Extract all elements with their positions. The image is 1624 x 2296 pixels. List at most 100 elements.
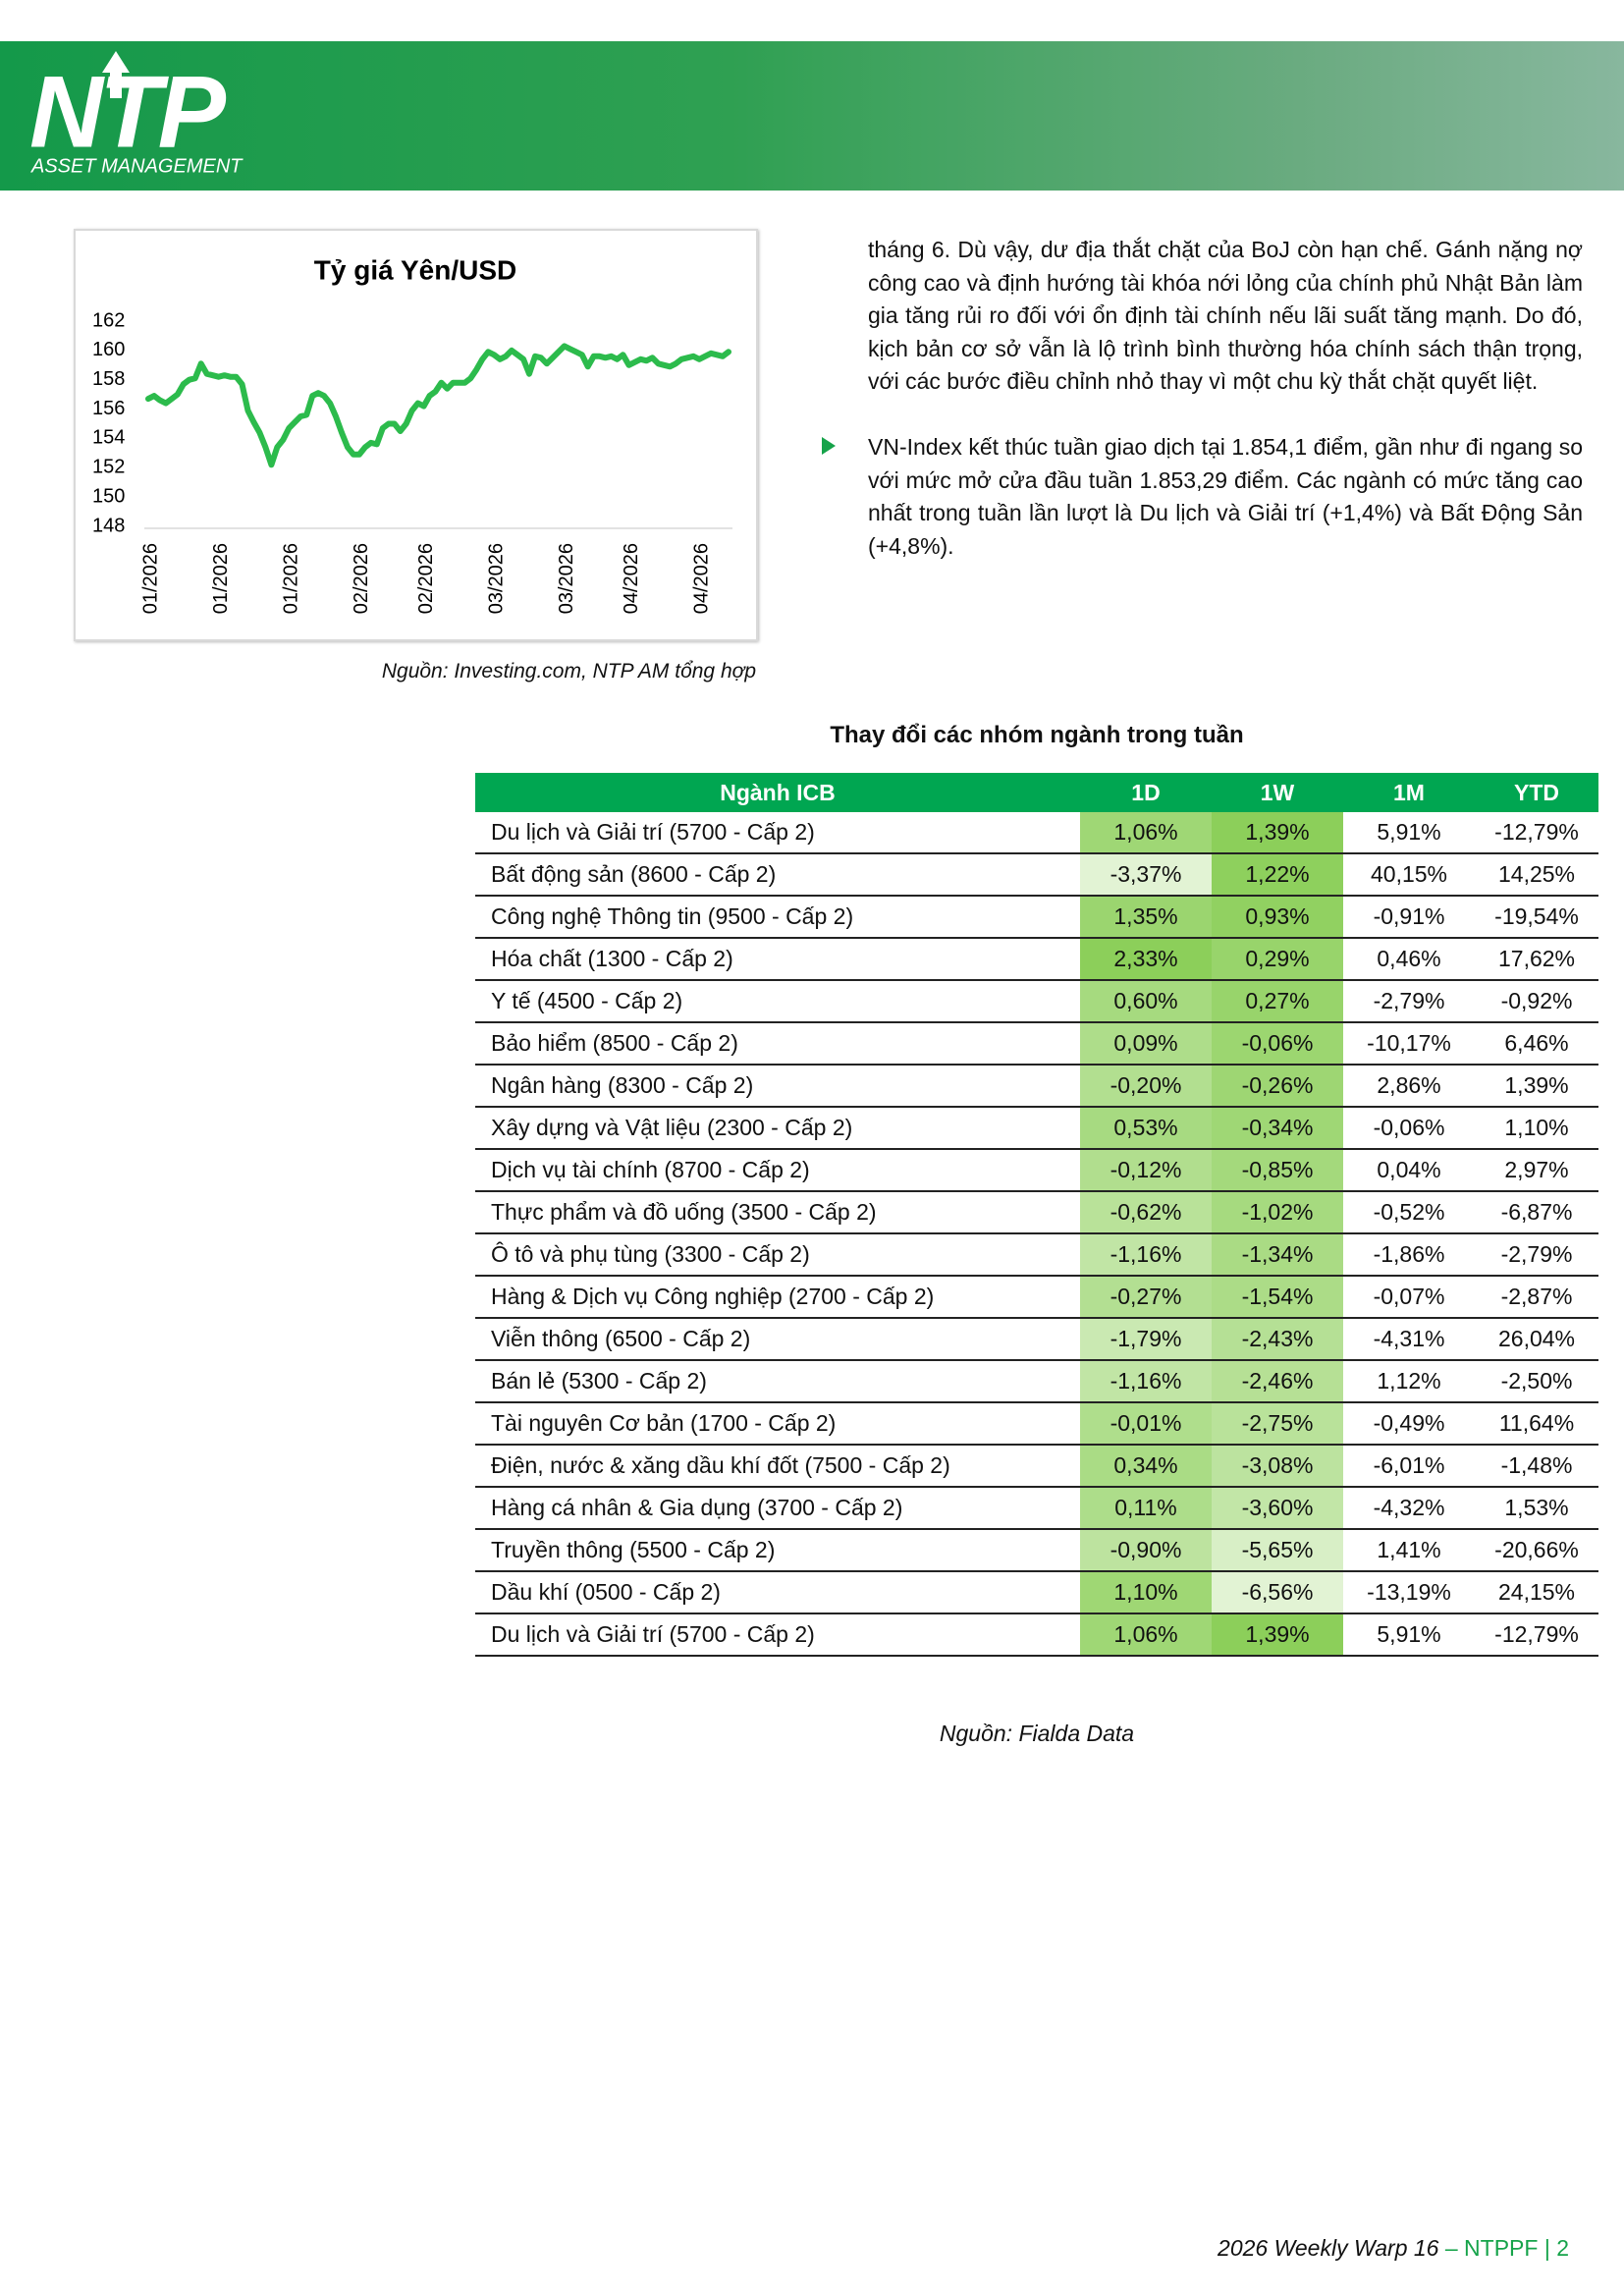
cell-value: -0,12% — [1080, 1149, 1212, 1192]
sector-name: Du lịch và Giải trí (5700 - Cấp 2) — [475, 812, 1080, 854]
table-row: Dầu khí (0500 - Cấp 2) 1,10% -6,56% -13,19%… — [475, 1571, 1598, 1614]
x-tick-label: 04/2026 — [621, 543, 642, 614]
column-header: 1M — [1343, 773, 1475, 812]
bullet-text: VN-Index kết thúc tuần giao dịch tại 1.8… — [868, 434, 1583, 559]
table-row: Ô tô và phụ tùng (3300 - Cấp 2) -1,16% -1,… — [475, 1233, 1598, 1277]
cell-value: -12,79% — [1475, 1613, 1598, 1657]
sector-name: Tài nguyên Cơ bản (1700 - Cấp 2) — [475, 1402, 1080, 1446]
table-title: Thay đổi các nhóm ngành trong tuần — [830, 722, 1244, 748]
table-row: Thực phẩm và đồ uống (3500 - Cấp 2) -0,62… — [475, 1191, 1598, 1234]
column-header: YTD — [1475, 773, 1598, 812]
table-body: Du lịch và Giải trí (5700 - Cấp 2) 1,06% 1… — [475, 812, 1598, 1657]
cell-value: 0,11% — [1080, 1487, 1212, 1530]
cell-value: 0,27% — [1212, 980, 1343, 1023]
sector-name: Dịch vụ tài chính (8700 - Cấp 2) — [475, 1149, 1080, 1192]
cell-value: 5,91% — [1343, 1613, 1475, 1657]
cell-value: 0,34% — [1080, 1445, 1212, 1488]
cell-value: -3,08% — [1212, 1445, 1343, 1488]
sector-name: Hàng cá nhân & Gia dụng (3700 - Cấp 2) — [475, 1487, 1080, 1530]
logo-tagline: ASSET MANAGEMENT — [30, 155, 244, 177]
cell-value: 0,60% — [1080, 980, 1212, 1023]
cell-value: -2,79% — [1475, 1233, 1598, 1277]
footer: 2026 Weekly Warp 16 – NTPPF | 2 — [1218, 2235, 1569, 2262]
cell-value: 1,10% — [1080, 1571, 1212, 1614]
cell-value: -2,43% — [1212, 1318, 1343, 1361]
cell-value: -6,01% — [1343, 1445, 1475, 1488]
sector-name: Bảo hiểm (8500 - Cấp 2) — [475, 1022, 1080, 1066]
cell-value: 2,97% — [1475, 1149, 1598, 1192]
cell-value: 1,06% — [1080, 1613, 1212, 1657]
cell-value: -3,60% — [1212, 1487, 1343, 1530]
table-row: Ngân hàng (8300 - Cấp 2) -0,20% -0,26% 2,86… — [475, 1065, 1598, 1108]
x-tick-label: 01/2026 — [281, 543, 302, 614]
table-row: Hàng & Dịch vụ Công nghiệp (2700 - Cấp 2… — [475, 1276, 1598, 1319]
cell-value: -0,49% — [1343, 1402, 1475, 1446]
y-tick-label: 148 — [92, 515, 125, 536]
cell-value: 1,12% — [1343, 1360, 1475, 1403]
cell-value: -3,37% — [1080, 853, 1212, 897]
sector-name: Dầu khí (0500 - Cấp 2) — [475, 1571, 1080, 1614]
cell-value: 2,33% — [1080, 938, 1212, 981]
y-tick-label: 152 — [92, 457, 125, 478]
sector-name: Hóa chất (1300 - Cấp 2) — [475, 938, 1080, 981]
sector-name: Điện, nước & xăng dầu khí đốt (7500 - Cấ… — [475, 1445, 1080, 1488]
cell-value: -1,02% — [1212, 1191, 1343, 1234]
cell-value: -0,34% — [1212, 1107, 1343, 1150]
cell-value: -2,87% — [1475, 1276, 1598, 1319]
cell-value: -2,50% — [1475, 1360, 1598, 1403]
cell-value: -0,06% — [1212, 1022, 1343, 1066]
logo: NTP ASSET MANAGEMENT — [29, 51, 244, 177]
cell-value: 0,46% — [1343, 938, 1475, 981]
cell-value: 0,53% — [1080, 1107, 1212, 1150]
cell-value: -1,16% — [1080, 1233, 1212, 1277]
cell-value: -1,16% — [1080, 1360, 1212, 1403]
cell-value: 1,39% — [1475, 1065, 1598, 1108]
cell-value: -4,32% — [1343, 1487, 1475, 1530]
cell-value: -6,56% — [1212, 1571, 1343, 1614]
chart-source: Nguồn: Investing.com, NTP AM tổng hợp — [381, 660, 756, 683]
cell-value: 0,04% — [1343, 1149, 1475, 1192]
sector-name: Xây dựng và Vật liệu (2300 - Cấp 2) — [475, 1107, 1080, 1150]
logo-text: NTP — [29, 55, 227, 169]
footer-brand: – NTPPF | 2 — [1444, 2235, 1569, 2261]
cell-value: -0,85% — [1212, 1149, 1343, 1192]
cell-value: -0,62% — [1080, 1191, 1212, 1234]
y-tick-label: 150 — [92, 485, 125, 507]
y-tick-label: 160 — [92, 339, 125, 360]
cell-value: -0,52% — [1343, 1191, 1475, 1234]
cell-value: 2,86% — [1343, 1065, 1475, 1108]
cell-value: -1,54% — [1212, 1276, 1343, 1319]
cell-value: -0,90% — [1080, 1529, 1212, 1572]
cell-value: 0,93% — [1212, 896, 1343, 939]
cell-value: -0,27% — [1080, 1276, 1212, 1319]
table-row: Du lịch và Giải trí (5700 - Cấp 2) 1,06% 1… — [475, 1613, 1598, 1657]
y-tick-label: 158 — [92, 368, 125, 390]
sector-name: Truyền thông (5500 - Cấp 2) — [475, 1529, 1080, 1572]
cell-value: -0,92% — [1475, 980, 1598, 1023]
cell-value: -5,65% — [1212, 1529, 1343, 1572]
table-row: Tài nguyên Cơ bản (1700 - Cấp 2) -0,01% -2… — [475, 1402, 1598, 1446]
cell-value: -4,31% — [1343, 1318, 1475, 1361]
table-row: Du lịch và Giải trí (5700 - Cấp 2) 1,06% 1… — [475, 812, 1598, 854]
cell-value: 1,41% — [1343, 1529, 1475, 1572]
table-row: Điện, nước & xăng dầu khí đốt (7500 - Cấ… — [475, 1445, 1598, 1488]
y-tick-label: 154 — [92, 427, 125, 449]
cell-value: -2,79% — [1343, 980, 1475, 1023]
chart-title: Tỷ giá Yên/USD — [314, 254, 516, 285]
table-row: Xây dựng và Vật liệu (2300 - Cấp 2) 0,53%… — [475, 1107, 1598, 1150]
table-row: Bất động sản (8600 - Cấp 2) -3,37% 1,22% 40… — [475, 853, 1598, 897]
footer-report: 2026 Weekly Warp 16 — [1218, 2235, 1439, 2261]
cell-value: -0,07% — [1343, 1276, 1475, 1319]
cell-value: 1,10% — [1475, 1107, 1598, 1150]
column-header: Ngành ICB — [475, 773, 1080, 812]
x-tick-label: 01/2026 — [139, 543, 161, 614]
cell-value: 1,22% — [1212, 853, 1343, 897]
cell-value: 5,91% — [1343, 812, 1475, 854]
cell-value: 14,25% — [1475, 853, 1598, 897]
sector-name: Du lịch và Giải trí (5700 - Cấp 2) — [475, 1613, 1080, 1657]
sector-name: Y tế (4500 - Cấp 2) — [475, 980, 1080, 1023]
sector-name: Bán lẻ (5300 - Cấp 2) — [475, 1360, 1080, 1403]
y-tick-label: 162 — [92, 309, 125, 331]
table-row: Truyền thông (5500 - Cấp 2) -0,90% -5,65% 1… — [475, 1529, 1598, 1572]
